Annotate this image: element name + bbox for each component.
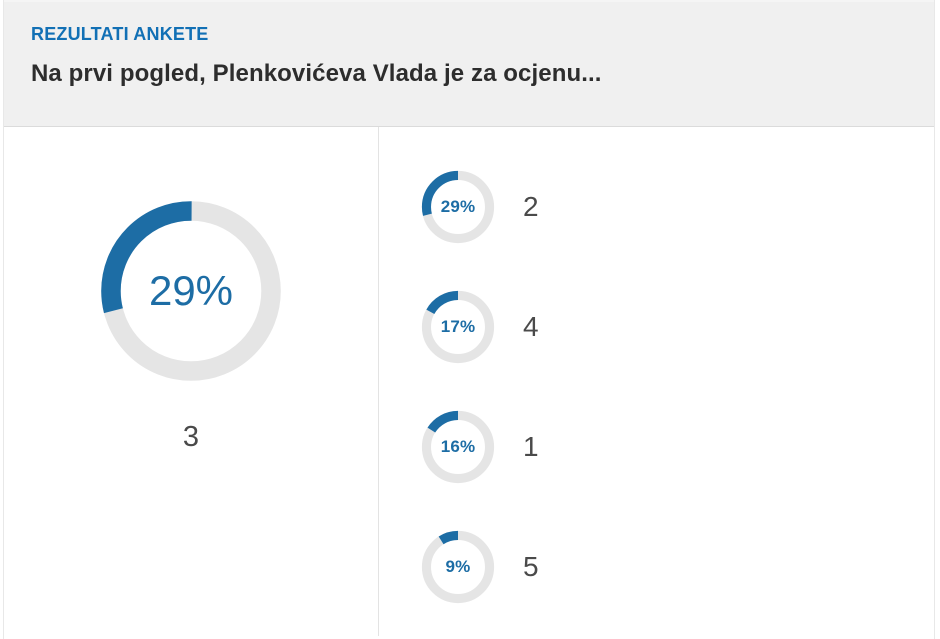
donut-arc	[421, 170, 495, 244]
result-row: 16% 1	[420, 409, 934, 485]
poll-chart-area: 29% 3 29% 2	[4, 127, 934, 636]
donut-svg	[421, 410, 495, 484]
percent-value: 17%	[440, 317, 476, 336]
featured-percent-value: 29%	[148, 267, 234, 314]
donut-chart-grade-2: 29%	[420, 169, 496, 245]
grade-label: 4	[523, 311, 539, 342]
donut-svg	[421, 530, 495, 604]
result-row: 29% 2	[420, 169, 934, 245]
percent-value: 16%	[440, 437, 476, 456]
featured-result-panel: 29% 3	[4, 127, 379, 636]
donut-arc	[421, 290, 495, 364]
donut-svg-featured	[101, 201, 281, 381]
donut-arc	[421, 530, 495, 604]
poll-results-card: REZULTATI ANKETE Na prvi pogled, Plenkov…	[3, 0, 935, 639]
donut-chart-grade-5: 9%	[420, 529, 496, 605]
other-results-panel: 29% 2 17% 4	[379, 127, 934, 636]
result-row: 17% 4	[420, 289, 934, 365]
percent-value: 9%	[445, 557, 471, 576]
grade-label: 5	[523, 551, 539, 582]
donut-chart-grade-4: 17%	[420, 289, 496, 365]
featured-grade-label: 3	[182, 421, 200, 453]
donut-chart-featured: 29%	[99, 199, 283, 383]
donut-svg	[421, 290, 495, 364]
poll-question: Na prvi pogled, Plenkovićeva Vlada je za…	[31, 60, 602, 87]
donut-arc	[101, 201, 281, 381]
poll-results-label: REZULTATI ANKETE	[31, 24, 209, 44]
grade-label: 1	[523, 431, 539, 462]
grade-label: 2	[523, 191, 539, 222]
donut-chart-grade-1: 16%	[420, 409, 496, 485]
result-row: 9% 5	[420, 529, 934, 605]
poll-header: REZULTATI ANKETE Na prvi pogled, Plenkov…	[4, 0, 934, 127]
donut-svg	[421, 170, 495, 244]
donut-arc	[421, 410, 495, 484]
percent-value: 29%	[440, 197, 476, 216]
